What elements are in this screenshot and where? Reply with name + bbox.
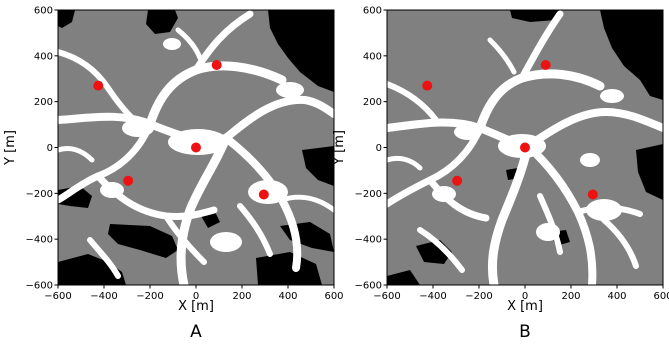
- x-tick-label: 0: [522, 291, 528, 302]
- free-corridors: [387, 10, 663, 285]
- y-tick-label: −200: [355, 189, 382, 200]
- panel-b-point-2: [540, 60, 551, 70]
- y-tick-label: 0: [376, 143, 382, 154]
- x-tick-label: 400: [607, 291, 626, 302]
- free-clearings: [100, 38, 304, 252]
- panel-a-point-5: [258, 189, 269, 200]
- panel-a-point-4: [123, 175, 134, 186]
- x-tick-label: −400: [90, 291, 117, 302]
- y-tick-label: −600: [355, 281, 382, 292]
- panel-b-point-3: [520, 142, 530, 153]
- panel-b: −600 −400 −200 0 200 400 600 −600 −400 −200 0 200 40…: [332, 6, 669, 343]
- panel-b-ylabel: Y [m]: [332, 130, 347, 166]
- panel-a-map: [58, 10, 334, 285]
- y-tick-label: −400: [26, 235, 53, 246]
- y-tick-label: 200: [363, 97, 382, 108]
- x-tick-label: −200: [136, 291, 163, 302]
- panel-a-xlabel: X [m]: [178, 299, 214, 314]
- free-clearings: [432, 89, 624, 241]
- x-tick-label: 600: [324, 291, 343, 302]
- x-tick-label: 0: [193, 291, 199, 302]
- panel-a: −600 −400 −200 0 200 400 600 −600 −400 −200 0 200 40…: [3, 6, 344, 343]
- y-tick-label: 400: [34, 51, 53, 62]
- y-tick-label: 600: [34, 6, 53, 17]
- y-tick-label: −400: [355, 235, 382, 246]
- panel-a-letter: A: [190, 322, 202, 342]
- x-tick-label: 400: [278, 291, 297, 302]
- panel-a-ylabel: Y [m]: [3, 130, 18, 166]
- panel-b-point-5: [587, 189, 598, 200]
- panel-b-point-1: [422, 80, 433, 91]
- panel-a-point-3: [191, 142, 201, 153]
- panel-b-points: [422, 60, 598, 200]
- panel-a-point-2: [211, 60, 222, 70]
- panel-b-xlabel: X [m]: [507, 299, 543, 314]
- y-tick-label: 200: [34, 97, 53, 108]
- panel-b-ticks: −600 −400 −200 0 200 400 600 −600 −400 −200 0 200 40…: [355, 6, 669, 303]
- x-tick-label: −200: [465, 291, 492, 302]
- y-tick-label: 0: [47, 143, 53, 154]
- x-tick-label: −400: [419, 291, 446, 302]
- x-tick-label: 600: [653, 291, 669, 302]
- panel-b-letter: B: [519, 322, 531, 342]
- panel-b-point-4: [452, 175, 463, 186]
- y-tick-label: −600: [26, 281, 53, 292]
- x-tick-label: −600: [373, 291, 400, 302]
- x-tick-label: −600: [44, 291, 71, 302]
- y-tick-label: 400: [363, 51, 382, 62]
- obstacle-regions: [387, 10, 663, 285]
- panel-a-points: [93, 60, 269, 200]
- obstacle-regions: [58, 10, 334, 285]
- y-tick-label: −200: [26, 189, 53, 200]
- x-tick-label: 200: [232, 291, 251, 302]
- panel-a-point-1: [93, 80, 104, 91]
- panel-a-ticks: −600 −400 −200 0 200 400 600 −600 −400 −200 0 200 40…: [26, 6, 344, 303]
- x-tick-label: 200: [561, 291, 580, 302]
- y-tick-label: 600: [363, 6, 382, 17]
